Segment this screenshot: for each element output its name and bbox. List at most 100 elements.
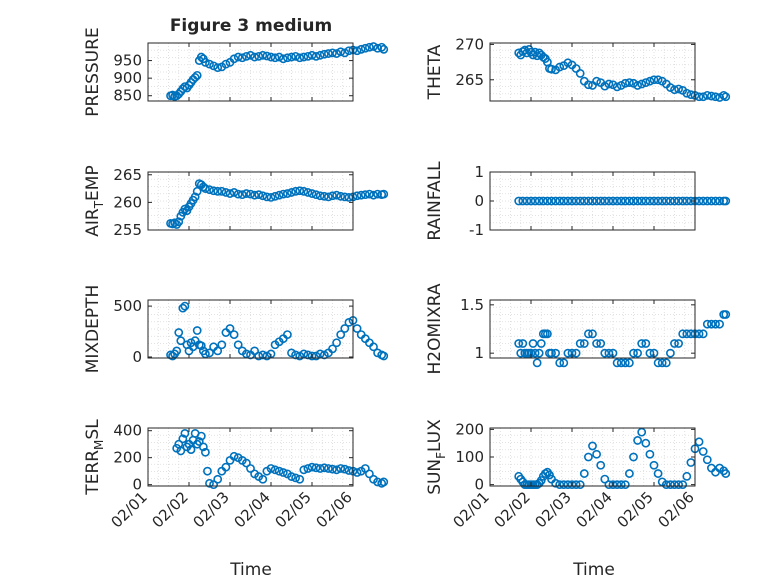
- data-point: [315, 191, 325, 201]
- data-point: [299, 465, 309, 475]
- data-point: [653, 358, 663, 368]
- data-point: [287, 188, 296, 197]
- data-point: [702, 455, 712, 465]
- data-point: [579, 196, 589, 206]
- data-point: [588, 196, 597, 206]
- data-point: [323, 464, 333, 473]
- y-tick-label: 900: [113, 69, 142, 87]
- data-point: [547, 348, 556, 358]
- data-point: [711, 319, 720, 329]
- data-point: [670, 480, 679, 490]
- data-point: [311, 51, 321, 61]
- data-point: [192, 70, 202, 80]
- data-point: [653, 469, 663, 478]
- x-axis-title-right: Time: [572, 560, 615, 580]
- data-point: [180, 428, 190, 438]
- data-point: [584, 329, 593, 339]
- data-point: [332, 465, 341, 475]
- data-point: [620, 78, 630, 88]
- data-point: [246, 464, 255, 473]
- data-point: [379, 477, 389, 487]
- data-point: [196, 52, 206, 62]
- data-point: [196, 341, 206, 351]
- data-point: [721, 92, 731, 102]
- data-point: [637, 339, 647, 348]
- data-point: [311, 190, 321, 200]
- data-point: [575, 480, 585, 490]
- data-point: [625, 196, 634, 206]
- data-point: [657, 196, 667, 206]
- data-point: [545, 470, 554, 480]
- data-point: [571, 196, 581, 206]
- data-point: [241, 51, 251, 61]
- y-tick-label: 1.5: [460, 296, 484, 314]
- data-point: [645, 196, 655, 206]
- x-tick-label: 02/05: [272, 488, 315, 531]
- data-point: [625, 78, 634, 88]
- data-point: [200, 57, 210, 67]
- data-point: [600, 196, 610, 206]
- data-point: [192, 326, 202, 335]
- data-point: [174, 89, 184, 99]
- data-point: [707, 196, 716, 206]
- data-point: [307, 189, 317, 198]
- data-point: [282, 330, 292, 339]
- data-point: [278, 54, 288, 64]
- data-point: [629, 196, 638, 206]
- data-point: [592, 76, 601, 86]
- data-point: [258, 350, 268, 360]
- data-point: [596, 460, 606, 470]
- data-point: [278, 468, 288, 477]
- data-point: [200, 447, 210, 457]
- data-point: [186, 445, 196, 454]
- data-point: [620, 358, 630, 368]
- data-point: [229, 188, 239, 197]
- data-point: [661, 358, 671, 368]
- data-point: [336, 191, 346, 201]
- x-tick-label: 02/06: [655, 488, 698, 531]
- data-point: [678, 329, 688, 339]
- data-point: [323, 192, 333, 202]
- data-point: [336, 330, 346, 339]
- data-point: [514, 196, 524, 206]
- data-point: [559, 196, 569, 206]
- data-point: [254, 351, 264, 361]
- data-point: [641, 196, 651, 206]
- data-point: [205, 348, 214, 358]
- data-point: [379, 189, 389, 199]
- data-point: [254, 190, 264, 200]
- data-point: [682, 471, 692, 481]
- data-point: [282, 53, 292, 63]
- data-point: [270, 465, 280, 475]
- data-point: [229, 330, 239, 339]
- data-point: [707, 319, 716, 329]
- data-point: [702, 90, 712, 100]
- data-point: [307, 50, 317, 60]
- x-tick-label: 02/03: [532, 488, 575, 531]
- data-point: [616, 196, 626, 206]
- y-axis-label: THETA: [425, 44, 445, 100]
- x-tick-label: 02/01: [450, 488, 493, 531]
- data-point: [633, 81, 642, 90]
- data-point: [600, 348, 610, 358]
- figure-title: Figure 3 medium: [170, 16, 332, 36]
- data-point: [588, 441, 597, 451]
- data-point: [364, 189, 374, 199]
- data-point: [213, 186, 223, 196]
- data-point: [711, 196, 720, 206]
- data-point: [233, 189, 243, 199]
- data-point: [694, 437, 704, 447]
- y-tick-label: 260: [113, 193, 142, 211]
- data-point: [608, 480, 618, 490]
- data-point: [698, 447, 708, 456]
- data-point: [360, 464, 370, 473]
- data-point: [698, 329, 708, 339]
- data-point: [379, 44, 389, 54]
- data-point: [225, 324, 235, 333]
- data-point: [682, 88, 692, 98]
- data-point: [364, 469, 374, 479]
- data-point: [530, 348, 540, 358]
- data-point: [666, 348, 675, 358]
